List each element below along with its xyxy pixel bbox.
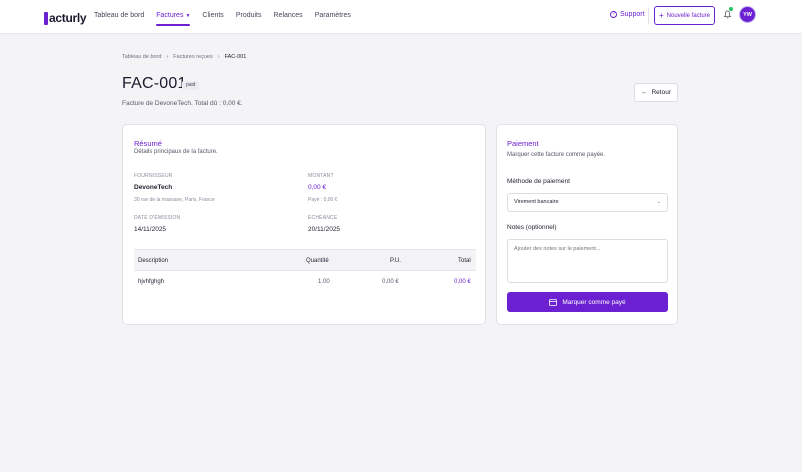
nav-item-clients[interactable]: Clients <box>202 12 224 19</box>
summary-card: Résumé Détails principaux de la facture.… <box>122 124 486 325</box>
logo-text: acturly <box>49 11 87 25</box>
payment-card: Paiement Marquer cette facture comme pay… <box>496 124 678 325</box>
col-description: Description <box>138 258 169 264</box>
breadcrumb-item-dashboard[interactable]: Tableau de bord <box>122 54 162 60</box>
paid-value: Payé : 0,00 € <box>308 197 338 203</box>
row-total: 0,00 € <box>454 279 471 285</box>
plus-icon: + <box>658 10 664 20</box>
payment-method-value: Virement bancaire <box>514 199 559 205</box>
amount-value: 0,00 € <box>308 184 327 191</box>
amount-label: MONTANT <box>308 173 334 179</box>
chevron-right-icon: › <box>217 54 220 60</box>
main-nav: Tableau de bord Factures ▼ Clients Produi… <box>94 11 363 26</box>
notification-dot <box>729 7 733 11</box>
row-quantity: 1.00 <box>318 279 330 285</box>
back-label: Retour <box>651 89 671 96</box>
bell-icon[interactable] <box>724 10 731 19</box>
mark-as-paid-label: Marquer comme payé <box>562 298 626 306</box>
page-title: FAC-001 <box>122 75 187 92</box>
breadcrumb-item-received-invoices[interactable]: Factures reçues <box>173 54 213 60</box>
supplier-address: 30 rue de la massane, Paris, France <box>134 197 215 203</box>
chevron-down-icon: ⌄ <box>656 199 661 205</box>
chevron-right-icon: › <box>166 54 169 60</box>
col-total: Total <box>458 258 471 264</box>
status-badge: paid <box>182 81 200 90</box>
notes-textarea[interactable] <box>507 239 668 283</box>
issue-date-label: DATE D'ÉMISSION <box>134 215 181 221</box>
chevron-down-icon: ▼ <box>185 13 191 19</box>
top-navbar: acturly Tableau de bord Factures ▼ Client… <box>0 0 802 34</box>
items-table-header: Description Quantité P.U. Total <box>134 249 476 271</box>
nav-item-settings[interactable]: Paramètres <box>314 12 351 19</box>
row-unit-price: 0,00 € <box>382 279 399 285</box>
supplier-label: FOURNISSEUR <box>134 173 173 179</box>
nav-item-invoices[interactable]: Factures ▼ <box>156 11 191 26</box>
nav-item-invoices-label: Factures <box>156 12 184 19</box>
row-description: hjvhfghgh <box>138 279 165 285</box>
col-quantity: Quantité <box>306 258 329 264</box>
summary-title: Résumé <box>134 139 162 148</box>
avatar[interactable]: YW <box>740 7 755 22</box>
issue-date: 14/11/2025 <box>134 226 167 233</box>
due-date-label: ÉCHÉANCE <box>308 215 338 221</box>
mark-as-paid-button[interactable]: Marquer comme payé <box>507 292 668 312</box>
payment-method-label: Méthode de paiement <box>507 178 570 185</box>
breadcrumb-item-current: FAC-001 <box>224 54 247 60</box>
facturly-logo[interactable]: acturly <box>44 7 87 25</box>
new-invoice-label: Nouvelle facture <box>666 12 711 19</box>
support-link[interactable]: ? Support <box>610 11 645 18</box>
supplier-name: DevoneTech <box>134 184 173 191</box>
arrow-left-icon: ← <box>640 89 648 96</box>
divider <box>648 8 649 24</box>
nav-item-products[interactable]: Produits <box>235 12 262 19</box>
logo-mark-icon <box>44 12 48 25</box>
breadcrumb: Tableau de bord › Factures reçues › FAC-… <box>122 54 246 60</box>
payment-subtitle: Marquer cette facture comme payée. <box>507 152 606 158</box>
payment-title: Paiement <box>507 139 539 148</box>
card-icon <box>549 298 558 306</box>
col-unit-price: P.U. <box>390 258 401 264</box>
new-invoice-button[interactable]: + Nouvelle facture <box>654 6 715 25</box>
page-subtitle: Facture de DevoneTech. Total dû : 0,00 €… <box>122 100 243 107</box>
back-button[interactable]: ← Retour <box>634 83 678 102</box>
due-date: 20/11/2025 <box>308 226 341 233</box>
summary-subtitle: Détails principaux de la facture. <box>134 149 218 155</box>
support-label: Support <box>620 11 645 18</box>
notes-label: Notes (optionnel) <box>507 224 557 231</box>
nav-item-reminders[interactable]: Relances <box>273 12 303 19</box>
help-circle-icon: ? <box>610 11 617 18</box>
nav-item-dashboard[interactable]: Tableau de bord <box>94 12 145 19</box>
payment-method-select[interactable]: Virement bancaire ⌄ <box>507 193 668 212</box>
